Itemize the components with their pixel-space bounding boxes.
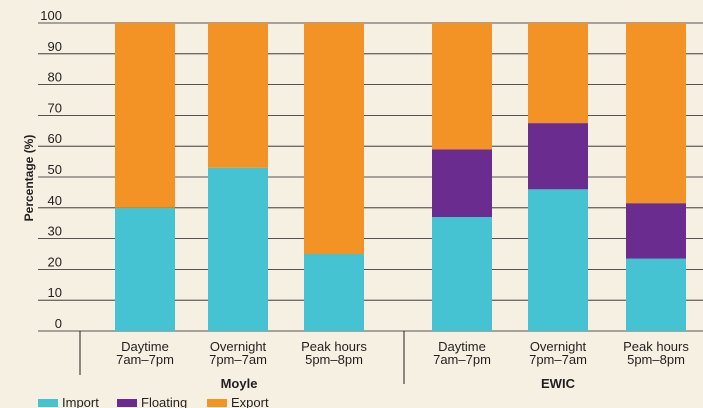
category-label-line1: Peak hours xyxy=(301,339,367,354)
group-label-ewic: EWIC xyxy=(541,376,576,391)
bar-moyle-2-export xyxy=(304,23,364,254)
legend: Import Floating Export xyxy=(38,395,269,408)
legend-label-import: Import xyxy=(62,395,99,408)
bar-ewic-2-import xyxy=(626,258,686,331)
y-tick-label-70: 70 xyxy=(48,100,62,115)
y-tick-label-30: 30 xyxy=(48,224,62,239)
category-label-line2: 7pm–7am xyxy=(209,352,267,367)
y-tick-label-10: 10 xyxy=(48,285,62,300)
legend-swatch-floating xyxy=(117,399,137,407)
y-axis-ticks: 0 10 20 30 40 50 60 70 80 90 100 xyxy=(40,8,62,331)
category-label-line1: Daytime xyxy=(438,339,486,354)
category-label-line2: 7pm–7am xyxy=(529,352,587,367)
category-label-line2: 7am–7pm xyxy=(116,352,174,367)
bar-moyle-0-import xyxy=(115,207,175,331)
bar-moyle-2-import xyxy=(304,254,364,331)
y-tick-label-50: 50 xyxy=(48,162,62,177)
bar-moyle-1-import xyxy=(208,167,268,331)
legend-label-floating: Floating xyxy=(141,395,187,408)
y-tick-label-100: 100 xyxy=(40,8,62,23)
bar-moyle-0-export xyxy=(115,23,175,208)
category-label-line1: Overnight xyxy=(530,339,587,354)
bar-ewic-0-export xyxy=(432,23,492,150)
category-label-line1: Overnight xyxy=(210,339,267,354)
y-tick-label-60: 60 xyxy=(48,131,62,146)
x-axis xyxy=(79,331,405,384)
bar-ewic-2-export xyxy=(626,23,686,204)
y-tick-label-40: 40 xyxy=(48,193,62,208)
group-label-moyle: Moyle xyxy=(221,376,258,391)
category-label-line2: 5pm–8pm xyxy=(305,352,363,367)
bar-ewic-1-import xyxy=(528,189,588,331)
bar-ewic-2-floating xyxy=(626,203,686,259)
bar-ewic-1-floating xyxy=(528,123,588,190)
bar-moyle-1-export xyxy=(208,23,268,168)
legend-swatch-import xyxy=(38,399,58,407)
bar-ewic-0-floating xyxy=(432,149,492,218)
y-axis-title: Percentage (%) xyxy=(22,135,36,222)
y-tick-label-20: 20 xyxy=(48,254,62,269)
category-label-line2: 5pm–8pm xyxy=(627,352,685,367)
category-label-line1: Peak hours xyxy=(623,339,689,354)
legend-label-export: Export xyxy=(231,395,269,408)
group-labels: Moyle EWIC xyxy=(221,376,576,391)
bar-ewic-1-export xyxy=(528,23,588,124)
y-tick-label-0: 0 xyxy=(55,316,62,331)
legend-swatch-export xyxy=(207,399,227,407)
bars xyxy=(115,23,686,331)
y-tick-label-90: 90 xyxy=(48,39,62,54)
bar-ewic-0-import xyxy=(432,217,492,331)
category-label-line1: Daytime xyxy=(121,339,169,354)
y-tick-label-80: 80 xyxy=(48,70,62,85)
category-label-line2: 7am–7pm xyxy=(433,352,491,367)
